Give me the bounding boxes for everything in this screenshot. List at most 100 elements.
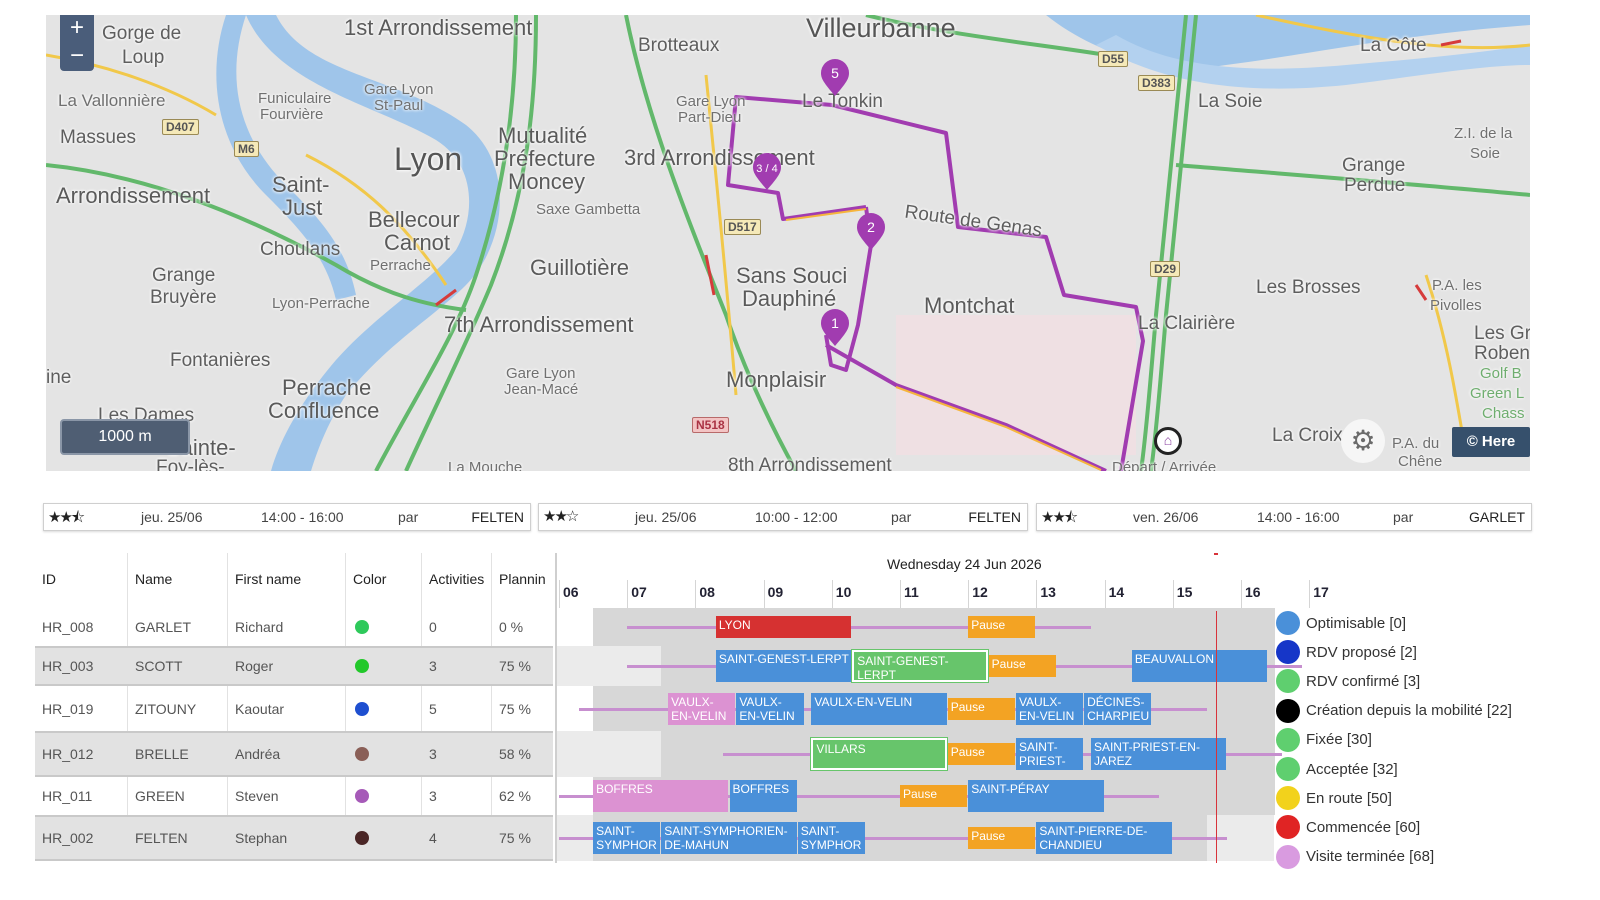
map-label: Funiculaire — [258, 90, 332, 107]
gantt-row: BOFFRES BOFFRES Pause SAINT-PÉRAY — [557, 777, 1276, 815]
map-label: La Mouche — [448, 459, 523, 471]
legend-dot — [1276, 669, 1300, 694]
gantt-activity-block[interactable]: VAULX-EN-VELIN — [1015, 693, 1084, 725]
gantt-activity-block[interactable]: DÉCINES-CHARPIEU — [1084, 693, 1152, 725]
table-row[interactable]: HR_019 ZITOUNY Kaoutar 5 75 % — [35, 686, 553, 731]
gantt-activity-block[interactable]: LYON — [715, 616, 852, 638]
map-label: La Soie — [1198, 91, 1263, 112]
legend-item[interactable]: Optimisable [0] — [1276, 610, 1406, 636]
zoom-in-button[interactable]: + — [69, 15, 84, 41]
column-header-activities[interactable]: Activities — [421, 553, 491, 608]
gantt-activity-block[interactable]: SAINT-PIERRE-DE-CHANDIEU — [1036, 822, 1172, 854]
gantt-pause-block[interactable]: Pause — [947, 698, 1015, 720]
cell-name: GARLET — [127, 608, 227, 646]
gantt-activity-block[interactable]: BOFFRES — [729, 780, 797, 812]
column-header-name[interactable]: Name — [127, 553, 227, 608]
table-row[interactable]: HR_011 GREEN Steven 3 62 % — [35, 777, 553, 815]
map-label: Choulans — [260, 239, 341, 260]
map-label: Moncey — [508, 169, 586, 194]
legend-item[interactable]: En route [50] — [1276, 785, 1392, 811]
legend-item[interactable]: RDV confirmé [3] — [1276, 668, 1420, 694]
gantt-activity-block[interactable]: VILLARS — [810, 737, 948, 771]
stop-marker[interactable]: 2 — [856, 213, 886, 251]
table-row[interactable]: HR_002 FELTEN Stephan 4 75 % — [35, 815, 553, 861]
appointment-option[interactable]: ★★☆ jeu. 25/06 10:00 - 12:00 par FELTEN — [538, 503, 1028, 531]
zoom-out-button[interactable]: − — [69, 42, 84, 69]
gantt-hour-label: 07 — [631, 584, 647, 600]
gantt-activity-block[interactable]: SAINT-PRIEST-EN-JAREZ — [1015, 738, 1084, 770]
map-attribution[interactable]: © Here — [1452, 427, 1530, 457]
color-dot — [355, 747, 369, 761]
gantt-date: Wednesday 24 Jun 2026 — [887, 556, 1042, 572]
legend-item[interactable]: Fixée [30] — [1276, 727, 1372, 753]
road-badge: D383 — [1138, 75, 1175, 91]
gantt-activity-block[interactable]: SAINT-PÉRAY — [968, 780, 1104, 812]
gantt-activity-block[interactable]: SAINT-PRIEST-EN-JAREZ — [1090, 738, 1227, 770]
legend-item[interactable]: Création depuis la mobilité [22] — [1276, 698, 1512, 724]
planning-gantt[interactable]: Wednesday 24 Jun 2026 06 07 08 09 10 11 12 13 14… — [555, 553, 1329, 863]
map-label: Chass — [1482, 405, 1525, 422]
appointment-option[interactable]: ★★⯪ ven. 26/06 14:00 - 16:00 par GARLET — [1036, 503, 1532, 531]
gantt-activity-block[interactable]: SAINT-SYMPHORIEN-DE-MAHUN — [661, 822, 797, 854]
legend-dot — [1276, 611, 1300, 635]
stop-marker[interactable]: 3 / 4 — [752, 153, 782, 191]
option-technician: FELTEN — [471, 509, 524, 525]
gantt-pause-block[interactable]: Pause — [900, 785, 968, 807]
gantt-pause-block[interactable]: Pause — [968, 827, 1036, 849]
legend-item[interactable]: Acceptée [32] — [1276, 756, 1398, 782]
gantt-activity-block[interactable]: VAULX-EN-VELIN — [811, 693, 947, 725]
gantt-hour-gridline — [763, 580, 765, 608]
route-map[interactable]: + − Villeurbanne Lyon 1st Arrondissement… — [46, 15, 1530, 471]
gantt-activity-block[interactable]: VAULX-EN-VELIN — [736, 693, 804, 725]
gantt-activity-block[interactable]: VAULX-EN-VELIN — [668, 693, 736, 725]
gantt-hour-gridline — [1104, 580, 1106, 608]
gantt-hour-gridline — [1241, 580, 1242, 608]
table-row[interactable]: HR_003 SCOTT Roger 3 75 % — [35, 646, 553, 686]
legend-label: Fixée [30] — [1306, 731, 1372, 749]
map-label: Lyon — [394, 141, 463, 177]
home-depot-icon[interactable]: ⌂ — [1154, 427, 1182, 455]
gantt-activity-block[interactable]: BOFFRES — [593, 780, 729, 812]
stop-marker[interactable]: 1 — [820, 309, 850, 347]
gantt-activity-block[interactable]: SAINT-GENEST-LERPT — [715, 650, 852, 682]
option-time: 10:00 - 12:00 — [755, 509, 838, 525]
rating-stars: ★★⯪ — [48, 509, 85, 526]
cell-color — [345, 733, 421, 775]
map-settings-button[interactable]: ⚙ — [1341, 419, 1385, 463]
gantt-activity-block[interactable]: BEAUVALLON — [1131, 650, 1268, 682]
cell-name: GREEN — [127, 777, 227, 815]
map-label: Le Tonkin — [802, 91, 883, 112]
gantt-hour-gridline — [1172, 580, 1174, 608]
table-row[interactable]: HR_008 GARLET Richard 0 0 % — [35, 608, 553, 646]
map-label: Massues — [60, 127, 137, 148]
gantt-activity-block[interactable]: SAINT-GENEST-LERPT — [851, 649, 989, 683]
gantt-activity-block[interactable]: SAINT-SYMPHORIEN-DE-MAHUN — [593, 822, 661, 854]
gantt-pause-block[interactable]: Pause — [968, 616, 1036, 638]
map-label: Bellecour — [368, 207, 460, 232]
column-header-id[interactable]: ID — [42, 571, 56, 587]
cell-planning: 58 % — [491, 733, 553, 775]
column-header-planning[interactable]: Plannin — [491, 553, 553, 608]
cell-planning: 75 % — [491, 648, 553, 684]
gantt-pause-block[interactable]: Pause — [947, 743, 1015, 765]
legend-item[interactable]: Commencée [60] — [1276, 814, 1420, 840]
column-header-first-name[interactable]: First name — [227, 553, 345, 608]
map-label: Grange — [1342, 155, 1406, 176]
zoom-controls[interactable]: + − — [60, 15, 94, 71]
stop-marker[interactable]: 5 — [820, 59, 850, 97]
legend-item[interactable]: RDV proposé [2] — [1276, 639, 1417, 665]
appointment-option[interactable]: ★★⯪ jeu. 25/06 14:00 - 16:00 par FELTEN — [43, 503, 531, 531]
table-row[interactable]: HR_012 BRELLE Andréa 3 58 % — [35, 731, 553, 777]
gantt-activity-block[interactable]: SAINT-SYMPHORIEN-DE-MAHUN — [797, 822, 865, 854]
gantt-hour-label: 10 — [835, 584, 852, 600]
gantt-hour-label: 17 — [1313, 584, 1329, 600]
cell-id: HR_012 — [42, 746, 94, 762]
legend-label: Visite terminée [68] — [1306, 848, 1435, 866]
legend-label: Optimisable [0] — [1306, 614, 1407, 632]
cell-planning: 62 % — [491, 777, 553, 815]
gantt-pause-block[interactable]: Pause — [988, 655, 1056, 677]
cell-planning: 0 % — [491, 608, 553, 646]
map-label: P.A. du — [1392, 435, 1440, 452]
column-header-color[interactable]: Color — [345, 553, 421, 608]
legend-item[interactable]: Visite terminée [68] — [1276, 844, 1434, 870]
